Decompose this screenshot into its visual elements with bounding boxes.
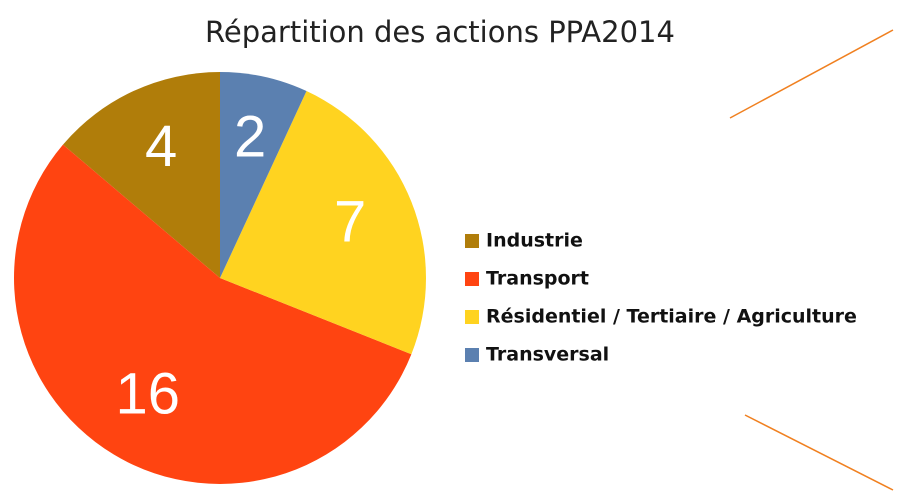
data-label: 7 <box>334 189 366 254</box>
data-label: 16 <box>116 361 181 426</box>
legend-swatch <box>465 310 479 324</box>
legend-label: Industrie <box>486 230 583 252</box>
legend-swatch <box>465 234 479 248</box>
pie-slice <box>62 72 221 278</box>
legend-label: Transversal <box>486 344 609 366</box>
legend-label: Transport <box>486 268 589 290</box>
pie-slice <box>14 144 412 485</box>
legend-swatch <box>465 272 479 286</box>
decor-line <box>729 29 894 119</box>
chart-title: Répartition des actions PPA2014 <box>205 15 675 49</box>
legend-label: Résidentiel / Tertiaire / Agriculture <box>486 306 857 328</box>
pie-slice <box>220 72 307 278</box>
decor-line <box>744 414 894 491</box>
legend-swatch <box>465 348 479 362</box>
pie-slice <box>220 91 426 355</box>
data-label: 2 <box>234 105 266 170</box>
data-label: 4 <box>145 114 177 179</box>
